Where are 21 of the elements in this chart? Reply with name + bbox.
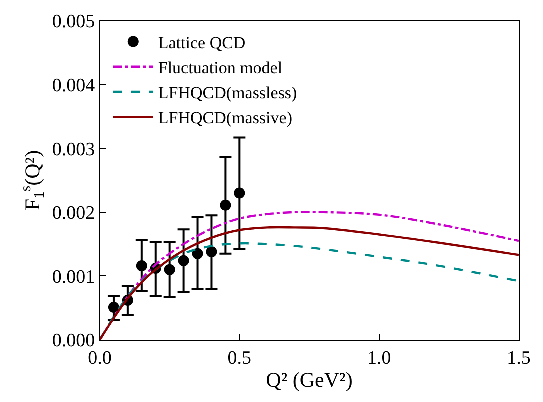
point bbox=[192, 248, 204, 260]
y-tick-label: 0.005 bbox=[52, 12, 96, 33]
legend-label: LFHQCD(massless) bbox=[158, 84, 298, 103]
y-tick-label: 0.002 bbox=[52, 203, 96, 224]
legend-label: Fluctuation model bbox=[158, 58, 283, 78]
legend-label: LFHQCD(massive) bbox=[158, 108, 292, 128]
point bbox=[164, 264, 176, 276]
y-tick-label: 0.004 bbox=[52, 75, 96, 96]
y-tick-label: 0.003 bbox=[52, 139, 96, 160]
x-tick-label: 1.5 bbox=[507, 348, 531, 369]
point bbox=[136, 260, 148, 272]
point bbox=[220, 200, 232, 211]
x-axis-title: Q² (GeV²) bbox=[266, 368, 353, 392]
point bbox=[108, 302, 120, 313]
point bbox=[206, 246, 218, 258]
legend-label: Lattice QCD bbox=[158, 33, 246, 52]
y-tick-label: 0.001 bbox=[52, 266, 96, 288]
point bbox=[234, 188, 246, 199]
x-tick-label: 0.5 bbox=[228, 348, 252, 369]
x-tick-label: 1.0 bbox=[367, 348, 392, 369]
point bbox=[178, 255, 190, 266]
